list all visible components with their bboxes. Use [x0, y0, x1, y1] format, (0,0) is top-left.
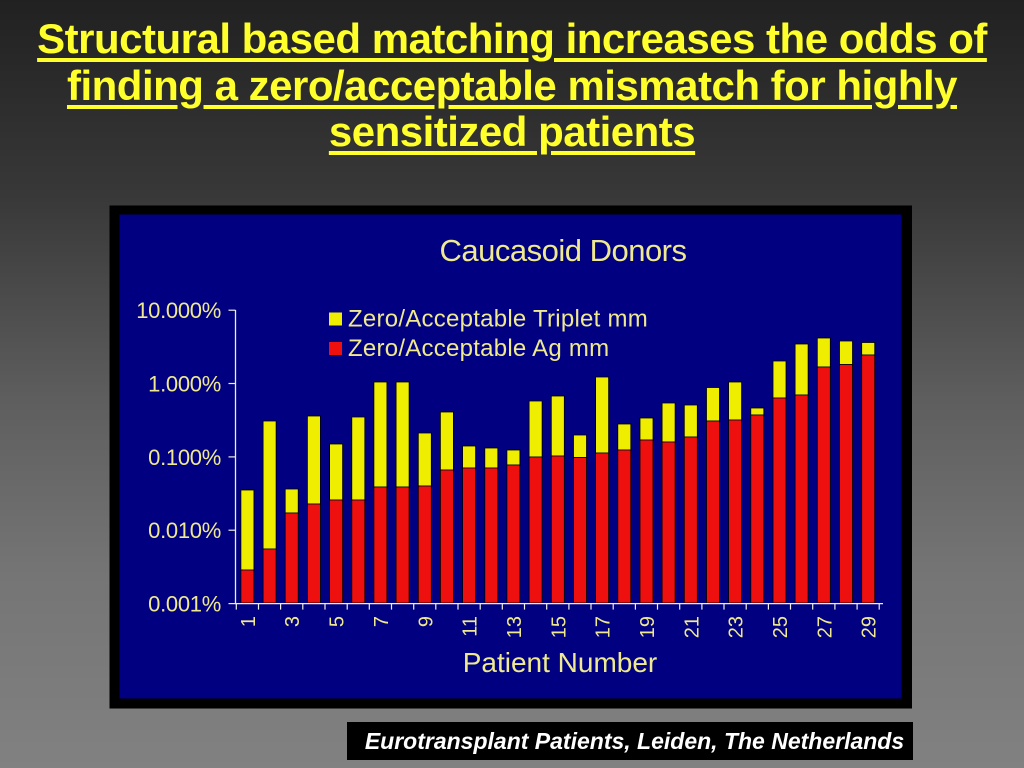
svg-text:11: 11	[460, 616, 482, 637]
svg-text:1: 1	[238, 616, 260, 627]
svg-text:1.000%: 1.000%	[148, 372, 221, 397]
svg-text:29: 29	[859, 616, 881, 638]
svg-text:0.100%: 0.100%	[148, 445, 221, 470]
svg-text:9: 9	[415, 616, 437, 627]
svg-text:3: 3	[282, 616, 304, 627]
svg-text:7: 7	[371, 616, 393, 627]
svg-text:17: 17	[593, 616, 615, 638]
svg-text:0.001%: 0.001%	[148, 592, 221, 617]
svg-text:Patient Number: Patient Number	[463, 647, 658, 678]
svg-text:Zero/Acceptable Ag mm: Zero/Acceptable Ag mm	[348, 335, 609, 362]
svg-text:10.000%: 10.000%	[136, 298, 221, 323]
svg-text:27: 27	[814, 616, 836, 638]
svg-text:0.010%: 0.010%	[148, 518, 221, 543]
svg-text:Zero/Acceptable Triplet mm: Zero/Acceptable Triplet mm	[348, 306, 648, 333]
svg-text:13: 13	[504, 616, 526, 638]
svg-text:19: 19	[637, 616, 659, 638]
svg-text:21: 21	[681, 616, 703, 638]
svg-text:25: 25	[770, 616, 792, 638]
svg-text:23: 23	[726, 616, 748, 638]
svg-text:15: 15	[548, 616, 570, 638]
svg-text:5: 5	[327, 616, 349, 627]
svg-text:Caucasoid Donors: Caucasoid Donors	[439, 233, 686, 268]
